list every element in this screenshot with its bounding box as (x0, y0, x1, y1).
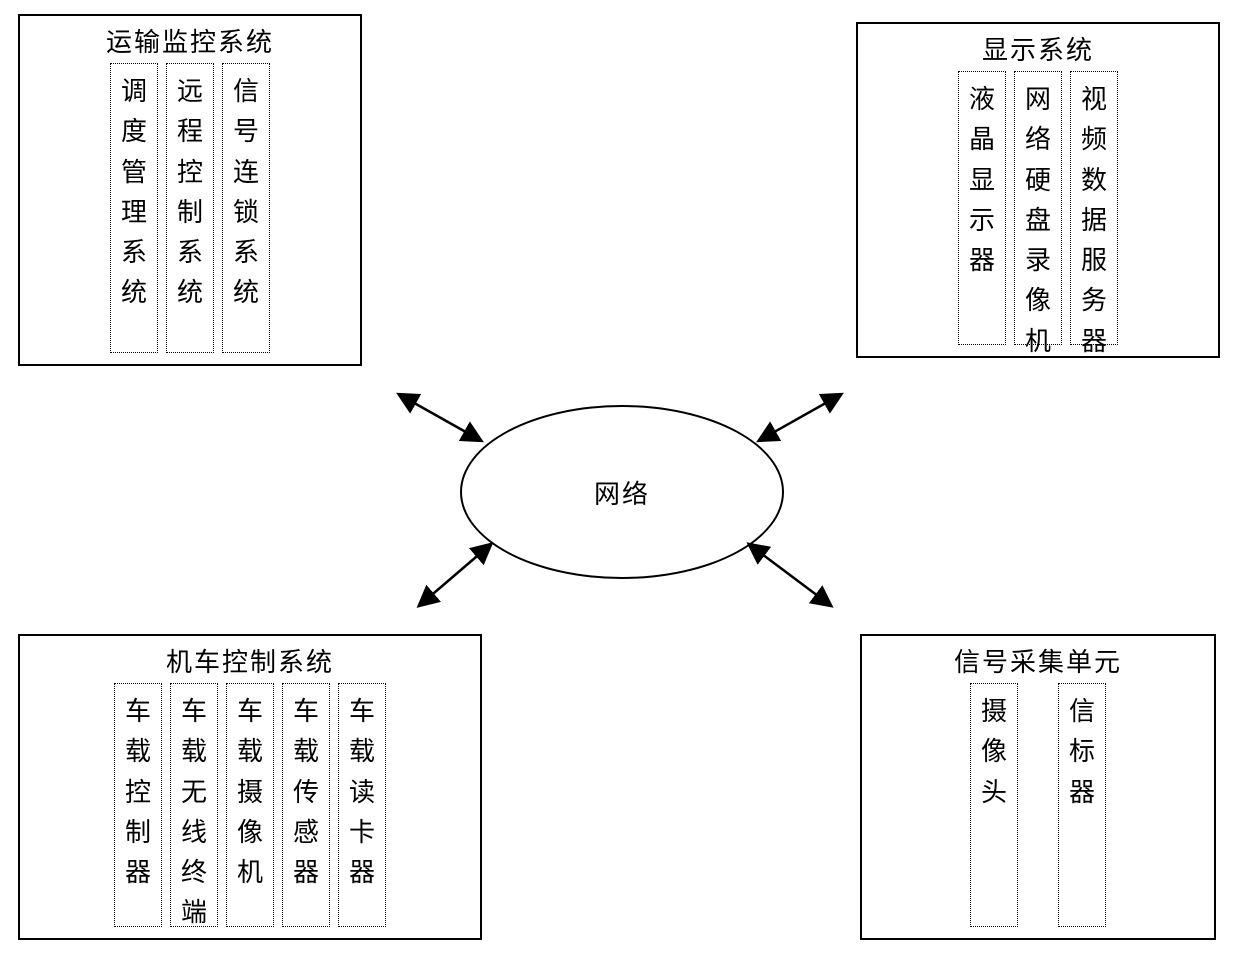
system-transport-subs: 调度管理系统 远程控制系统 信号连锁系统 (20, 63, 360, 363)
center-network-label: 网络 (594, 474, 650, 511)
system-display-subs: 液晶显示器 网络硬盘录像机 视频数据服务器 (858, 71, 1218, 355)
system-signal-subs: 摄像头 信标器 (862, 683, 1214, 937)
sub-signal-0: 摄像头 (970, 683, 1018, 927)
system-signal-title: 信号采集单元 (862, 636, 1214, 683)
sub-loco-0: 车载控制器 (114, 683, 162, 927)
system-transport: 运输监控系统 调度管理系统 远程控制系统 信号连锁系统 (18, 14, 362, 366)
system-display: 显示系统 液晶显示器 网络硬盘录像机 视频数据服务器 (856, 22, 1220, 358)
sub-display-1: 网络硬盘录像机 (1014, 71, 1062, 345)
sub-loco-4: 车载读卡器 (338, 683, 386, 927)
sub-transport-2: 信号连锁系统 (222, 63, 270, 353)
sub-signal-1: 信标器 (1058, 683, 1106, 927)
sub-display-2: 视频数据服务器 (1070, 71, 1118, 345)
sub-transport-1: 远程控制系统 (166, 63, 214, 353)
sub-transport-0: 调度管理系统 (110, 63, 158, 353)
system-locomotive-subs: 车载控制器 车载无线终端 车载摄像机 车载传感器 车载读卡器 (20, 683, 480, 937)
sub-display-0: 液晶显示器 (958, 71, 1006, 345)
sub-loco-3: 车载传感器 (282, 683, 330, 927)
system-locomotive-title: 机车控制系统 (20, 636, 480, 683)
system-transport-title: 运输监控系统 (20, 16, 360, 63)
system-display-title: 显示系统 (858, 24, 1218, 71)
system-locomotive: 机车控制系统 车载控制器 车载无线终端 车载摄像机 车载传感器 车载读卡器 (18, 634, 482, 940)
system-signal: 信号采集单元 摄像头 信标器 (860, 634, 1216, 940)
diagram-canvas: 运输监控系统 调度管理系统 远程控制系统 信号连锁系统 显示系统 液晶显示器 网… (0, 0, 1240, 954)
sub-loco-2: 车载摄像机 (226, 683, 274, 927)
center-network: 网络 (460, 405, 784, 579)
sub-loco-1: 车载无线终端 (170, 683, 218, 927)
